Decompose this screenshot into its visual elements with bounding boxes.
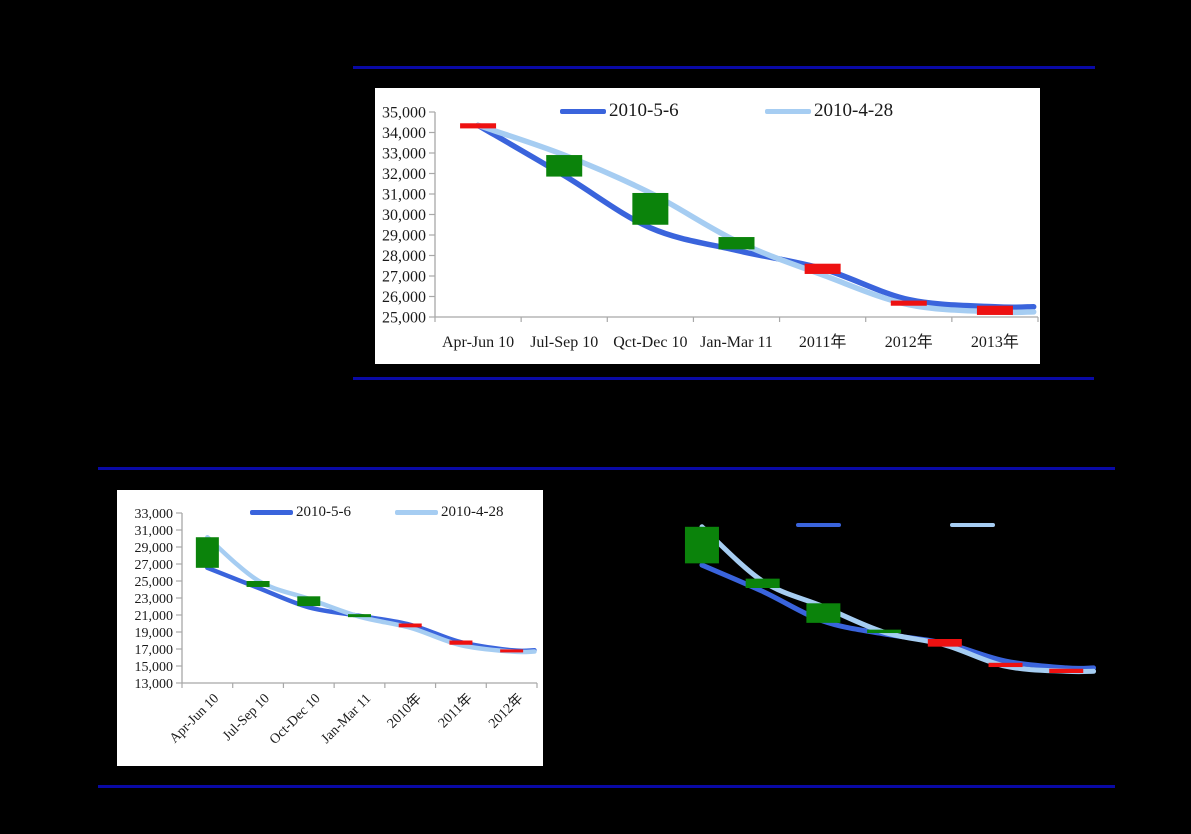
svg-text:28,000: 28,000 xyxy=(382,248,426,265)
divider-line-3 xyxy=(98,467,1115,470)
legend-line-swatch-blue xyxy=(796,523,841,527)
svg-text:23,000: 23,000 xyxy=(135,592,174,607)
svg-text:34,000: 34,000 xyxy=(382,125,426,142)
svg-text:17,000: 17,000 xyxy=(135,643,174,658)
svg-text:31,000: 31,000 xyxy=(382,186,426,203)
svg-text:33,000: 33,000 xyxy=(382,145,426,162)
bottom-left-chart-panel: 33,000 31,000 29,000 27,000 25,000 23,000 21,0… xyxy=(117,490,543,766)
svg-text:Jan-Mar 11: Jan-Mar 11 xyxy=(700,334,773,351)
svg-text:31,000: 31,000 xyxy=(135,524,174,539)
bottom-right-legend-item-2 xyxy=(950,515,995,535)
svg-text:25,000: 25,000 xyxy=(382,309,426,326)
svg-text:Jul-Sep 10: Jul-Sep 10 xyxy=(530,334,598,351)
svg-text:15,000: 15,000 xyxy=(135,660,174,675)
svg-text:2012年: 2012年 xyxy=(885,333,933,351)
svg-text:33,000: 33,000 xyxy=(135,507,174,522)
svg-text:Apr-Jun 10: Apr-Jun 10 xyxy=(167,691,222,746)
legend-line-swatch-lightblue xyxy=(765,108,811,114)
svg-text:2011年: 2011年 xyxy=(799,333,846,351)
legend-label-2010-4-28: 2010-4-28 xyxy=(441,503,504,520)
top-chart-panel: 35,000 34,000 33,000 32,000 31,000 30,000 29,0… xyxy=(375,88,1040,364)
svg-text:Jul-Sep 10: Jul-Sep 10 xyxy=(220,691,273,744)
svg-text:32,000: 32,000 xyxy=(382,166,426,183)
bottom-right-chart-area xyxy=(640,505,1100,695)
bottom-left-legend-item-1: 2010-5-6 xyxy=(250,502,351,522)
legend-label-2010-5-6: 2010-5-6 xyxy=(296,503,351,520)
svg-text:21,000: 21,000 xyxy=(135,609,174,624)
legend-line-swatch-lightblue xyxy=(950,523,995,527)
svg-text:27,000: 27,000 xyxy=(382,268,426,285)
legend-label-2010-5-6: 2010-5-6 xyxy=(609,100,679,121)
svg-text:29,000: 29,000 xyxy=(135,541,174,556)
divider-line-4 xyxy=(98,785,1115,788)
top-chart-canvas: 35,000 34,000 33,000 32,000 31,000 30,000 29,0… xyxy=(382,104,1039,351)
top-legend-item-1: 2010-5-6 xyxy=(560,100,679,121)
svg-text:30,000: 30,000 xyxy=(382,207,426,224)
svg-text:13,000: 13,000 xyxy=(135,677,174,692)
svg-text:2013年: 2013年 xyxy=(971,333,1019,351)
legend-line-swatch-blue xyxy=(250,509,293,515)
svg-text:2010年: 2010年 xyxy=(384,691,425,732)
divider-line-2 xyxy=(353,377,1094,380)
legend-line-swatch-blue xyxy=(560,108,606,114)
svg-text:Qct-Dec 10: Qct-Dec 10 xyxy=(613,334,687,351)
svg-text:2012年: 2012年 xyxy=(485,691,526,732)
svg-text:Apr-Jun 10: Apr-Jun 10 xyxy=(442,334,514,351)
bottom-right-chart-canvas xyxy=(684,524,1097,675)
svg-text:2011年: 2011年 xyxy=(435,691,476,732)
svg-text:26,000: 26,000 xyxy=(382,289,426,306)
svg-text:Jan-Mar 11: Jan-Mar 11 xyxy=(319,691,375,747)
bottom-left-chart-canvas: 33,000 31,000 29,000 27,000 25,000 23,000 21,0… xyxy=(135,507,538,748)
svg-text:35,000: 35,000 xyxy=(382,104,426,121)
svg-text:Oct-Dec 10: Oct-Dec 10 xyxy=(267,691,324,748)
svg-text:29,000: 29,000 xyxy=(382,227,426,244)
svg-text:19,000: 19,000 xyxy=(135,626,174,641)
bottom-left-legend-item-2: 2010-4-28 xyxy=(395,502,504,522)
divider-line-1 xyxy=(353,66,1095,69)
legend-line-swatch-lightblue xyxy=(395,509,438,515)
svg-text:27,000: 27,000 xyxy=(135,558,174,573)
svg-text:25,000: 25,000 xyxy=(135,575,174,590)
legend-label-2010-4-28: 2010-4-28 xyxy=(814,100,894,121)
bottom-right-legend-item-1 xyxy=(796,515,841,535)
top-legend-item-2: 2010-4-28 xyxy=(765,100,894,121)
